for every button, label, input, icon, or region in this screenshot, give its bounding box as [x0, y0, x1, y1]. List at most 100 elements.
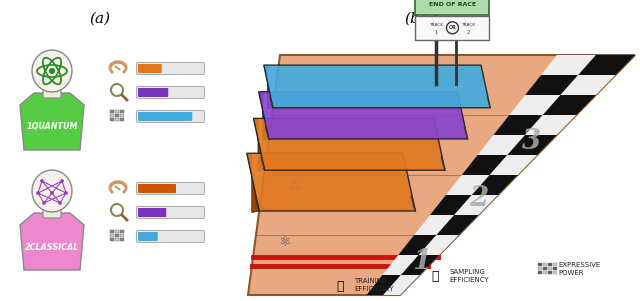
- Polygon shape: [509, 95, 561, 115]
- Polygon shape: [414, 215, 454, 235]
- FancyBboxPatch shape: [538, 267, 542, 270]
- Polygon shape: [248, 55, 635, 295]
- Text: TRACK: TRACK: [461, 23, 476, 27]
- FancyBboxPatch shape: [43, 204, 61, 218]
- FancyBboxPatch shape: [43, 84, 61, 98]
- Polygon shape: [398, 235, 436, 255]
- FancyBboxPatch shape: [115, 230, 119, 233]
- Ellipse shape: [32, 50, 72, 92]
- Polygon shape: [430, 195, 472, 215]
- Text: 2CLASSICAL: 2CLASSICAL: [25, 243, 79, 252]
- FancyBboxPatch shape: [136, 110, 205, 123]
- Polygon shape: [525, 75, 578, 95]
- FancyBboxPatch shape: [120, 234, 124, 237]
- Polygon shape: [454, 195, 498, 215]
- Polygon shape: [543, 95, 596, 115]
- FancyBboxPatch shape: [136, 206, 205, 219]
- Text: ⚛: ⚛: [278, 235, 291, 249]
- FancyBboxPatch shape: [136, 182, 205, 194]
- Polygon shape: [477, 135, 525, 155]
- FancyBboxPatch shape: [138, 112, 192, 121]
- Ellipse shape: [32, 170, 72, 212]
- FancyBboxPatch shape: [415, 16, 490, 40]
- Polygon shape: [259, 92, 468, 139]
- Circle shape: [42, 201, 46, 205]
- FancyBboxPatch shape: [538, 271, 542, 274]
- FancyBboxPatch shape: [138, 184, 176, 193]
- FancyBboxPatch shape: [115, 234, 119, 237]
- FancyBboxPatch shape: [110, 110, 114, 113]
- FancyBboxPatch shape: [120, 110, 124, 113]
- Polygon shape: [253, 118, 265, 172]
- FancyBboxPatch shape: [110, 118, 114, 121]
- Circle shape: [40, 179, 44, 183]
- Text: OR: OR: [449, 25, 456, 30]
- Polygon shape: [578, 55, 635, 75]
- Text: 1: 1: [412, 248, 432, 275]
- FancyBboxPatch shape: [115, 238, 119, 241]
- FancyBboxPatch shape: [548, 267, 552, 270]
- Circle shape: [58, 201, 62, 205]
- Circle shape: [50, 191, 54, 195]
- Polygon shape: [247, 153, 259, 213]
- FancyBboxPatch shape: [110, 238, 114, 241]
- FancyBboxPatch shape: [110, 234, 114, 237]
- FancyBboxPatch shape: [115, 118, 119, 121]
- Polygon shape: [20, 93, 84, 150]
- Text: 2: 2: [467, 30, 470, 35]
- Polygon shape: [525, 115, 576, 135]
- FancyBboxPatch shape: [543, 271, 547, 274]
- FancyBboxPatch shape: [415, 0, 490, 15]
- Text: TRACK: TRACK: [429, 23, 444, 27]
- FancyBboxPatch shape: [548, 271, 552, 274]
- FancyBboxPatch shape: [138, 88, 168, 97]
- Text: 💪: 💪: [336, 281, 344, 293]
- Text: 🔍: 🔍: [431, 271, 439, 284]
- Polygon shape: [508, 135, 557, 155]
- FancyBboxPatch shape: [553, 263, 557, 266]
- Text: ⁂: ⁂: [288, 180, 302, 194]
- FancyBboxPatch shape: [543, 267, 547, 270]
- FancyBboxPatch shape: [136, 231, 205, 243]
- Polygon shape: [247, 153, 415, 211]
- Text: (b): (b): [404, 12, 426, 26]
- FancyBboxPatch shape: [115, 110, 119, 113]
- Text: 1QUANTUM: 1QUANTUM: [26, 123, 77, 132]
- Polygon shape: [264, 65, 273, 109]
- Text: END OF RACE: END OF RACE: [429, 2, 476, 7]
- Polygon shape: [461, 155, 508, 175]
- Text: EXPRESSIVE
POWER: EXPRESSIVE POWER: [558, 262, 600, 276]
- FancyBboxPatch shape: [120, 230, 124, 233]
- FancyBboxPatch shape: [136, 86, 205, 98]
- Circle shape: [49, 68, 55, 74]
- Circle shape: [64, 191, 68, 195]
- Circle shape: [447, 22, 458, 34]
- Text: TRAINING
EFFICIENCY: TRAINING EFFICIENCY: [354, 278, 394, 292]
- Text: SAMPLING
EFFICIENCY: SAMPLING EFFICIENCY: [449, 269, 488, 283]
- Polygon shape: [541, 55, 596, 75]
- Polygon shape: [419, 235, 459, 255]
- Polygon shape: [367, 275, 401, 295]
- Polygon shape: [264, 65, 490, 108]
- FancyBboxPatch shape: [138, 64, 162, 73]
- Text: 2: 2: [469, 185, 488, 212]
- Polygon shape: [401, 255, 439, 275]
- Polygon shape: [253, 118, 445, 170]
- Circle shape: [60, 179, 64, 183]
- FancyBboxPatch shape: [110, 230, 114, 233]
- FancyBboxPatch shape: [138, 208, 166, 217]
- FancyBboxPatch shape: [110, 114, 114, 117]
- Polygon shape: [383, 255, 419, 275]
- Text: (a): (a): [90, 12, 111, 26]
- Polygon shape: [383, 275, 420, 295]
- FancyBboxPatch shape: [548, 263, 552, 266]
- Polygon shape: [472, 175, 518, 195]
- Polygon shape: [493, 115, 543, 135]
- Polygon shape: [436, 215, 478, 235]
- FancyBboxPatch shape: [120, 114, 124, 117]
- Polygon shape: [259, 92, 269, 140]
- Text: 1: 1: [435, 30, 438, 35]
- FancyBboxPatch shape: [115, 114, 119, 117]
- FancyBboxPatch shape: [120, 238, 124, 241]
- FancyBboxPatch shape: [553, 271, 557, 274]
